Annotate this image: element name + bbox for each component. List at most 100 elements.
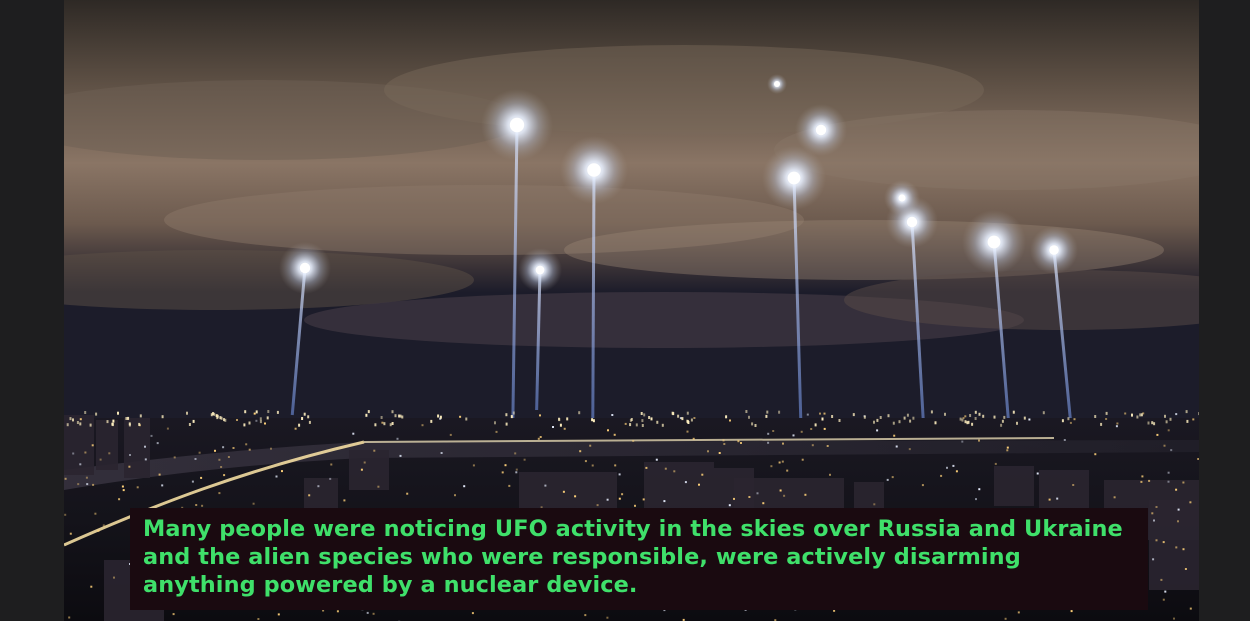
city-light — [665, 468, 667, 470]
city-light — [174, 456, 176, 458]
skyline-light — [766, 411, 768, 414]
city-light — [92, 484, 94, 486]
city-light — [619, 498, 621, 500]
city-light — [161, 484, 163, 486]
skyline-light — [138, 423, 140, 426]
city-light — [86, 483, 88, 485]
skyline-light — [748, 416, 750, 419]
city-light — [656, 459, 658, 461]
orb-core — [510, 118, 524, 132]
skyline-light — [277, 411, 279, 414]
city-light — [552, 426, 554, 428]
city-light — [1116, 423, 1118, 425]
city-light — [540, 436, 542, 438]
city-light — [687, 431, 689, 433]
city-light — [625, 423, 627, 425]
city-light — [173, 613, 175, 615]
skyline-light — [1186, 420, 1188, 423]
skyline-light — [560, 424, 562, 427]
skyline-light — [211, 413, 213, 416]
skyline-light — [1000, 424, 1002, 427]
city-light — [222, 446, 224, 448]
city-light — [199, 452, 201, 454]
skyline-light — [256, 410, 258, 413]
skyline-light — [651, 417, 653, 420]
city-light — [329, 478, 331, 480]
skyline-light — [267, 410, 269, 413]
city-light — [90, 586, 92, 588]
skyline-light — [1002, 420, 1004, 423]
city-light — [524, 459, 526, 461]
city-light — [1140, 481, 1142, 483]
skyline-light — [243, 423, 245, 426]
city-light — [801, 431, 803, 433]
city-light — [1170, 449, 1172, 451]
skyline-light — [629, 423, 631, 426]
city-light — [516, 469, 518, 471]
skyline-light — [944, 413, 946, 416]
city-light — [118, 498, 120, 500]
city-light — [693, 438, 695, 440]
skyline-light — [430, 420, 432, 423]
city-light — [783, 495, 785, 497]
city-light — [584, 614, 586, 616]
skyline-light — [392, 410, 394, 413]
city-light — [367, 612, 369, 614]
skyline-light — [465, 418, 467, 421]
skyline-light — [1100, 423, 1102, 426]
city-light — [218, 492, 220, 494]
building — [96, 420, 118, 470]
city-light — [128, 466, 130, 468]
city-light — [228, 456, 230, 458]
city-light — [514, 452, 516, 454]
city-light — [515, 471, 517, 473]
skyline-light — [383, 422, 385, 425]
city-light — [922, 484, 924, 486]
city-light — [673, 470, 675, 472]
city-light — [978, 488, 980, 490]
skyline-light — [966, 421, 968, 424]
city-light — [145, 458, 147, 460]
city-light — [214, 450, 216, 452]
city-light — [233, 447, 235, 449]
skyline-light — [979, 413, 981, 416]
skyline-light — [162, 415, 164, 418]
skyline-light — [960, 418, 962, 421]
city-light — [1156, 434, 1158, 436]
city-light — [463, 485, 465, 487]
city-light — [1197, 458, 1199, 460]
city-light — [253, 503, 255, 505]
skyline-light — [90, 424, 92, 427]
city-light — [995, 463, 997, 465]
skyline-light — [880, 416, 882, 419]
skyline-light — [593, 419, 595, 422]
skyline-light — [893, 422, 895, 425]
skyline-light — [381, 416, 383, 419]
skyline-light — [907, 414, 909, 417]
city-light — [459, 416, 461, 418]
skyline-light — [641, 412, 643, 415]
city-light — [824, 428, 826, 430]
skyline-light — [662, 424, 664, 427]
city-light — [68, 617, 70, 619]
skyline-light — [935, 421, 937, 424]
skyline-light — [876, 419, 878, 422]
skyline-light — [853, 413, 855, 416]
skyline-light — [189, 423, 191, 426]
city-light — [804, 494, 806, 496]
city-light — [1152, 558, 1154, 560]
city-light — [737, 440, 739, 442]
building — [644, 462, 714, 512]
skyline-light — [1166, 420, 1168, 423]
city-light — [621, 493, 623, 495]
skyline-light — [304, 413, 306, 416]
skyline-light — [70, 417, 72, 420]
skyline-light — [365, 414, 367, 417]
skyline-light — [77, 421, 79, 424]
orb-core — [898, 194, 905, 201]
skyline-light — [125, 417, 127, 420]
city-light — [733, 498, 735, 500]
city-light — [86, 477, 88, 479]
skyline-light — [931, 410, 933, 413]
city-light — [592, 465, 594, 467]
